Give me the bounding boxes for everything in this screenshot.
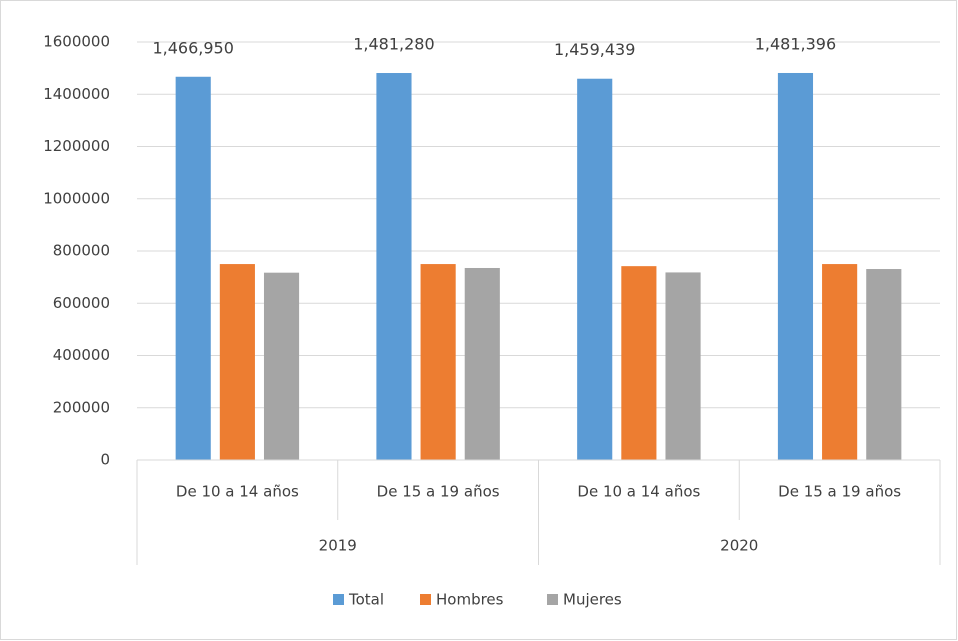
legend-swatch	[333, 594, 344, 605]
data-label: 1,459,439	[554, 40, 635, 59]
y-tick-label: 1000000	[43, 189, 110, 207]
bar	[420, 264, 456, 460]
bar	[175, 76, 211, 461]
x-tick-label: De 10 a 14 años	[577, 483, 700, 501]
data-label: 1,481,280	[353, 35, 434, 54]
bar	[577, 78, 613, 460]
bar	[866, 269, 902, 460]
x-tick-label: De 15 a 19 años	[778, 483, 901, 501]
group-label: 2020	[720, 537, 758, 555]
y-tick-label: 400000	[53, 346, 110, 364]
y-tick-label: 1600000	[43, 33, 110, 51]
bar	[464, 267, 500, 460]
y-tick-label: 1400000	[43, 85, 110, 103]
legend-swatch	[420, 594, 431, 605]
data-label: 1,466,950	[152, 38, 233, 57]
y-tick-label: 800000	[53, 242, 110, 260]
legend-label: Hombres	[436, 591, 504, 609]
y-tick-label: 1200000	[43, 137, 110, 155]
legend-swatch	[547, 594, 558, 605]
group-label: 2019	[319, 537, 357, 555]
y-tick-label: 200000	[53, 398, 110, 416]
bar	[665, 272, 701, 460]
legend-label: Total	[348, 591, 384, 609]
legend-label: Mujeres	[563, 591, 622, 609]
bar	[777, 72, 814, 461]
bar	[822, 264, 858, 460]
x-tick-label: De 15 a 19 años	[377, 483, 500, 501]
bar	[219, 264, 255, 460]
bar	[263, 272, 300, 460]
data-label: 1,481,396	[755, 34, 836, 53]
y-tick-label: 0	[100, 451, 110, 469]
x-tick-label: De 10 a 14 años	[176, 483, 299, 501]
y-tick-label: 600000	[53, 294, 110, 312]
bar	[621, 266, 657, 460]
bar	[376, 73, 412, 461]
